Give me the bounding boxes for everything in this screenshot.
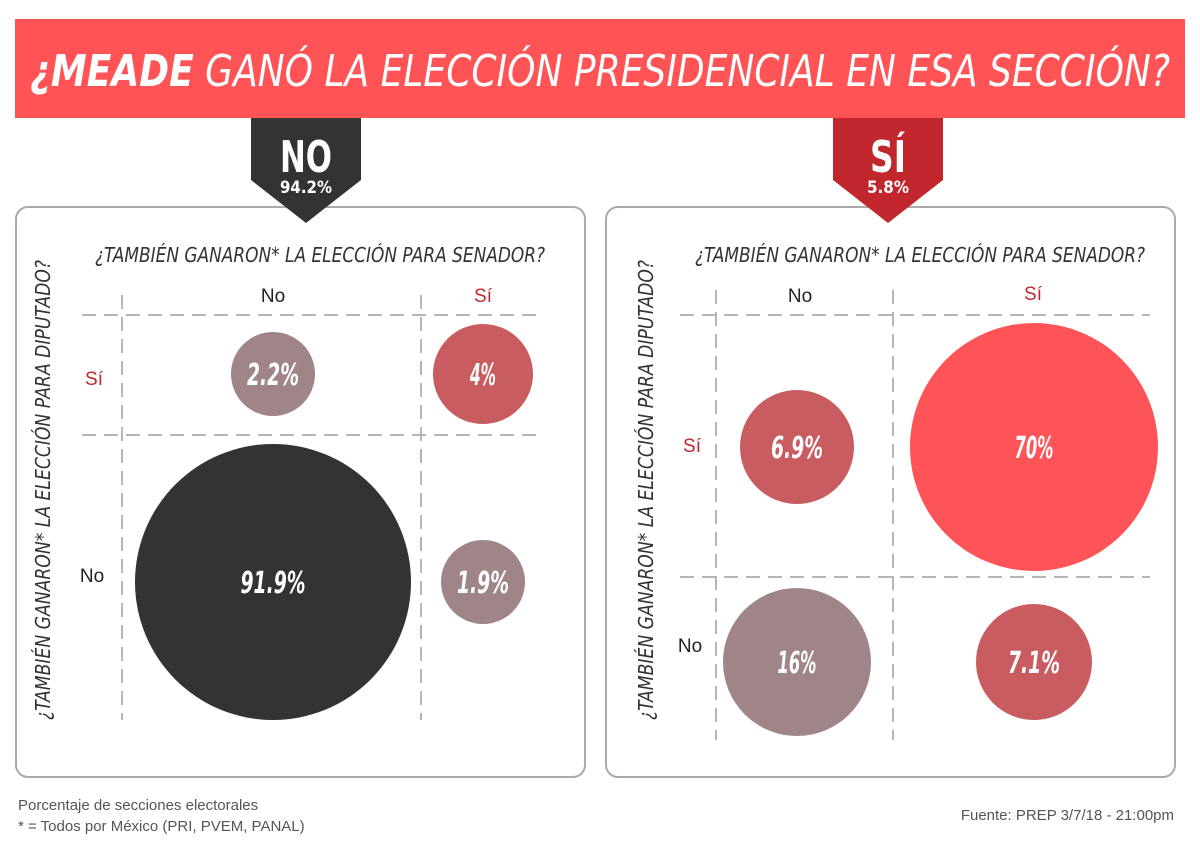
bubble xyxy=(135,444,411,720)
banner-si-label: SÍ xyxy=(870,130,906,183)
row-label: No xyxy=(80,566,104,587)
bubble-label: 70% xyxy=(1015,431,1054,466)
panel-si-x-title: ¿TAMBIÉN GANARON* LA ELECCIÓN PARA SENAD… xyxy=(695,243,1145,267)
column-label: No xyxy=(261,286,285,307)
banner-no-label: NO xyxy=(280,132,332,183)
bubble-label: 2.2% xyxy=(247,358,299,393)
bubble-label: 7.1% xyxy=(1008,646,1060,681)
row-label: Sí xyxy=(85,369,104,390)
bubble xyxy=(441,540,525,624)
bubble xyxy=(976,604,1092,720)
banner-no xyxy=(251,118,361,223)
banner-si-value: 5.8% xyxy=(867,178,909,198)
column-label: No xyxy=(788,286,812,307)
source-note: Fuente: PREP 3/7/18 - 21:00pm xyxy=(961,807,1174,824)
banner-si xyxy=(833,118,943,223)
panel-si-y-title: ¿TAMBIÉN GANARON* LA ELECCIÓN PARA DIPUT… xyxy=(634,260,658,720)
bubble xyxy=(433,324,533,424)
banner-no-value: 94.2% xyxy=(280,178,332,198)
title: ¿MEADE GANÓ LA ELECCIÓN PRESIDENCIAL EN … xyxy=(30,44,1170,97)
footnote-party: * = Todos por México (PRI, PVEM, PANAL) xyxy=(18,818,305,835)
title-highlight: ¿MEADE xyxy=(30,46,194,97)
bubble xyxy=(740,390,854,504)
bubble-label: 1.9% xyxy=(457,566,509,601)
column-label: Sí xyxy=(474,286,493,307)
title-bar xyxy=(15,19,1185,118)
row-label: No xyxy=(678,636,702,657)
footnote-units: Porcentaje de secciones electorales xyxy=(18,797,258,814)
bubble xyxy=(910,323,1158,571)
bubble xyxy=(723,588,871,736)
bubble-label: 91.9% xyxy=(241,566,306,601)
panel-no-x-title: ¿TAMBIÉN GANARON* LA ELECCIÓN PARA SENAD… xyxy=(95,243,545,267)
panel-no-y-title: ¿TAMBIÉN GANARON* LA ELECCIÓN PARA DIPUT… xyxy=(31,260,55,720)
title-rest: GANÓ LA ELECCIÓN PRESIDENCIAL EN ESA SEC… xyxy=(205,44,1170,97)
bubble-label: 16% xyxy=(778,646,817,681)
column-label: Sí xyxy=(1024,284,1043,305)
bubble-label: 4% xyxy=(469,358,496,393)
row-label: Sí xyxy=(683,436,702,457)
bubble-label: 6.9% xyxy=(771,431,823,466)
bubble xyxy=(231,332,315,416)
